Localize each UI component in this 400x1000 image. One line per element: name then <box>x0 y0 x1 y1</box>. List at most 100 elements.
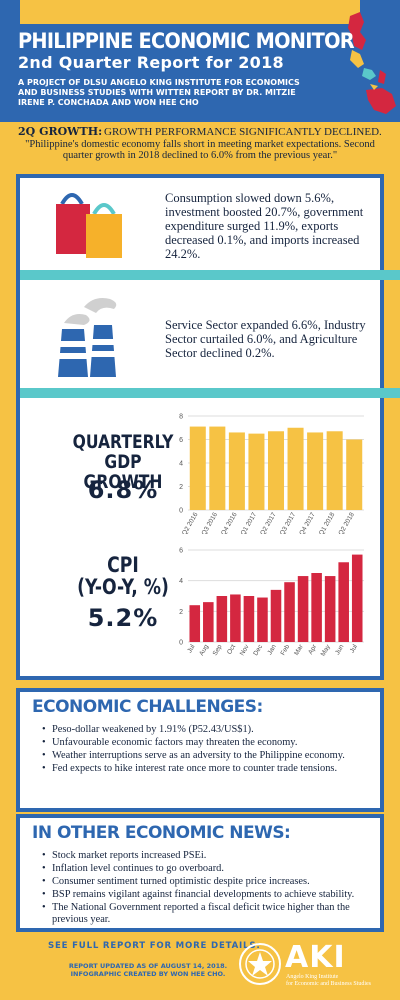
growth-quote: "Philippine's domestic economy falls sho… <box>25 139 375 161</box>
bar <box>267 431 285 510</box>
x-tick-label: Q2 2016 <box>181 511 200 534</box>
challenges-panel: ECONOMIC CHALLENGES: Peso-dollar weakene… <box>16 688 384 812</box>
y-tick-label: 0 <box>179 508 183 515</box>
x-tick-label: Q1 2018 <box>318 511 337 534</box>
list-item: Fed expects to hike interest rate once m… <box>42 763 387 775</box>
y-tick-label: 4 <box>179 461 183 468</box>
bar <box>257 597 268 642</box>
cpi-label-line1: CPI <box>107 553 139 577</box>
bar <box>346 439 363 510</box>
consumption-text: Consumption slowed down 5.6%, investment… <box>165 191 364 261</box>
bar <box>189 426 206 510</box>
footer-note: REPORT UPDATED AS OF AUGUST 14, 2018. IN… <box>48 962 248 978</box>
shopping-bags-icon <box>56 193 122 258</box>
x-tick-label: Q4 2016 <box>220 511 239 534</box>
full-report-link[interactable]: SEE FULL REPORT FOR MORE DETAILS: <box>48 941 261 951</box>
bar <box>326 431 343 510</box>
y-tick-label: 6 <box>179 437 183 444</box>
divider-stripe <box>20 270 400 280</box>
x-tick-label: Q3 2016 <box>201 511 220 534</box>
x-tick-label: Apr <box>307 643 319 656</box>
gdp-label-line1: QUARTERLY <box>72 431 174 453</box>
news-title: IN OTHER ECONOMIC NEWS: <box>32 823 291 843</box>
x-tick-label: Feb <box>280 643 292 657</box>
list-item: Stock market reports increased PSEi. <box>42 850 387 862</box>
x-tick-label: Jul <box>186 643 196 654</box>
y-tick-label: 0 <box>179 640 183 647</box>
update-date-note: REPORT UPDATED AS OF AUGUST 14, 2018. <box>68 962 228 970</box>
y-tick-label: 2 <box>179 609 183 616</box>
x-tick-label: Nov <box>239 643 251 657</box>
main-panel: Consumption slowed down 5.6%, investment… <box>16 174 400 680</box>
bar <box>351 554 363 642</box>
header-top-bar <box>20 0 360 24</box>
x-tick-label: Jun <box>334 643 345 656</box>
x-tick-label: Jan <box>266 643 277 656</box>
bar <box>307 432 324 510</box>
x-tick-label: Q3 2017 <box>279 511 298 534</box>
x-tick-label: Oct <box>226 643 237 655</box>
aki-subtitle-line2: for Economic and Business Studies <box>286 981 371 987</box>
gdp-label-line2: GDP GROWTH <box>83 451 163 493</box>
bar <box>270 589 282 642</box>
bar <box>203 602 214 642</box>
bar <box>243 596 255 642</box>
report-subtitle: 2nd Quarter Report for 2018 <box>18 53 284 72</box>
list-item: Inflation level continues to go overboar… <box>42 863 387 875</box>
news-panel: IN OTHER ECONOMIC NEWS: Stock market rep… <box>16 814 384 932</box>
bar <box>209 426 226 510</box>
divider-stripe <box>20 388 400 398</box>
main-title: PHILIPPINE ECONOMIC MONITOR <box>18 29 355 53</box>
list-item: Consumer sentiment turned optimistic des… <box>42 876 387 888</box>
x-tick-label: Aug <box>198 643 210 657</box>
list-item: The National Government reported a fisca… <box>42 902 387 926</box>
x-tick-label: Mar <box>293 643 305 657</box>
growth-label: 2Q GROWTH: <box>18 125 103 138</box>
cpi-value: 5.2% <box>87 604 159 632</box>
bar <box>284 582 295 642</box>
aki-subtitle-line1: Angelo King Institute <box>286 974 339 980</box>
y-tick-label: 2 <box>179 484 183 491</box>
dlsu-seal-icon <box>239 943 281 985</box>
bar <box>311 573 322 642</box>
gdp-label: QUARTERLY GDP GROWTH <box>70 432 177 492</box>
list-item: Unfavourable economic factors may threat… <box>42 737 387 749</box>
list-item: Peso-dollar weakened by 1.91% (P52.43/US… <box>42 724 387 736</box>
news-list: Stock market reports increased PSEi. Inf… <box>42 850 387 927</box>
bar <box>297 576 309 642</box>
challenges-title: ECONOMIC CHALLENGES: <box>32 697 263 717</box>
bar <box>338 562 349 642</box>
header-banner: PHILIPPINE ECONOMIC MONITOR 2nd Quarter … <box>0 0 400 122</box>
aki-subtitle: Angelo King Institute for Economic and B… <box>286 974 376 988</box>
bar <box>248 433 265 510</box>
gdp-value: 6.8% <box>87 476 159 504</box>
list-item: Weather interruptions serve as an advers… <box>42 750 387 762</box>
aki-logo: AKI <box>285 940 346 975</box>
growth-headline: GROWTH PERFORMANCE SIGNIFICANTLY DECLINE… <box>104 126 382 138</box>
bar <box>189 605 201 642</box>
y-tick-label: 6 <box>179 548 183 555</box>
x-tick-label: Sep <box>212 643 224 657</box>
x-tick-label: Dec <box>252 643 264 657</box>
bar <box>228 432 245 510</box>
x-tick-label: May <box>320 643 333 658</box>
creator-note: INFOGRAPHIC CREATED BY WON HEE CHO. <box>70 970 226 978</box>
list-item: BSP remains vigilant against financial d… <box>42 889 387 901</box>
x-tick-label: Q2 2017 <box>259 511 278 534</box>
y-tick-label: 8 <box>179 414 183 421</box>
sector-text: Service Sector expanded 6.6%, Industry S… <box>165 318 366 360</box>
philippines-map-icon <box>332 12 396 114</box>
bar <box>230 594 241 642</box>
gdp-bar-chart: 0 2 4 6 8 Q2 2016 Q3 2016 Q4 2016 Q1 2017 Q2 2017… <box>179 414 364 534</box>
project-credit: A project of DLSU Angelo King Institute … <box>18 78 300 107</box>
x-tick-label: Jul <box>349 643 359 654</box>
bar <box>324 576 336 642</box>
cpi-label-line2: (Y-O-Y, %) <box>77 575 169 599</box>
factory-icon <box>58 298 117 377</box>
x-tick-label: Q4 2017 <box>298 511 317 534</box>
x-tick-label: Q2 2018 <box>337 511 356 534</box>
bar <box>216 596 228 642</box>
bar <box>287 427 304 510</box>
cpi-label: CPI (Y-O-Y, %) <box>70 554 177 598</box>
